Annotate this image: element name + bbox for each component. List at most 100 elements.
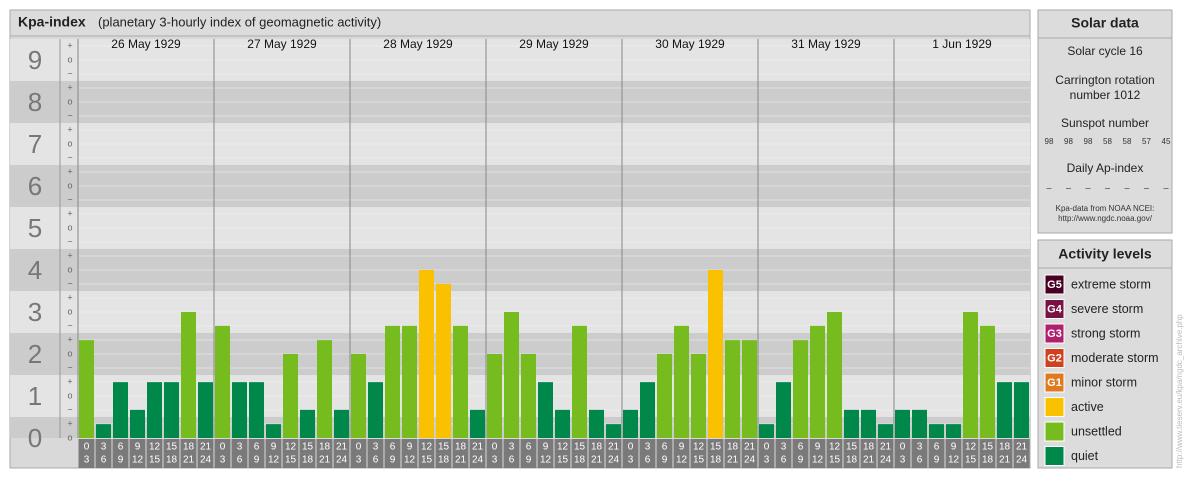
x-tick-label: 9	[135, 442, 141, 453]
bar	[436, 283, 451, 438]
bar	[691, 354, 706, 438]
hour-cell	[758, 439, 775, 468]
bar	[623, 409, 638, 438]
y-subtick-label: +	[67, 40, 72, 50]
bar	[181, 312, 196, 438]
x-tick-label: 9	[407, 442, 413, 453]
hour-cell	[877, 439, 894, 468]
bar	[232, 382, 247, 438]
source: Kpa-data from NOAA NCEI:	[1056, 204, 1155, 213]
legend-code: G2	[1047, 352, 1062, 364]
hour-cell	[418, 439, 435, 468]
x-tick-label: 3	[356, 455, 362, 466]
x-tick-label: 15	[421, 455, 433, 466]
hour-cell	[945, 439, 962, 468]
chart-subtitle: (planetary 3-hourly index of geomagnetic…	[98, 14, 381, 29]
hour-cell	[197, 439, 214, 468]
x-tick-label: 3	[84, 455, 90, 466]
x-tick-label: 21	[455, 455, 467, 466]
hour-cell	[962, 439, 979, 468]
x-tick-label: 12	[132, 455, 144, 466]
bar	[283, 354, 298, 438]
x-tick-label: 0	[220, 442, 226, 453]
y-subtick-label: o	[67, 180, 72, 190]
hour-cell	[741, 439, 758, 468]
x-tick-label: 6	[254, 442, 260, 453]
x-tick-label: 3	[237, 442, 243, 453]
legend-code: G5	[1047, 279, 1062, 291]
legend-label: quiet	[1071, 449, 1099, 463]
hour-cell	[860, 439, 877, 468]
y-subtick-label: −	[67, 362, 72, 372]
x-tick-label: 3	[628, 455, 634, 466]
bar	[504, 312, 519, 438]
y-tick-label: 0	[28, 423, 42, 453]
x-tick-label: 0	[628, 442, 634, 453]
y-subtick-label: +	[67, 376, 72, 386]
bar	[521, 354, 536, 438]
x-tick-label: 9	[526, 455, 532, 466]
x-tick-label: 12	[965, 442, 977, 453]
x-tick-label: 6	[373, 455, 379, 466]
y-subtick-label: o	[67, 306, 72, 316]
bar	[776, 382, 791, 438]
hour-cell	[282, 439, 299, 468]
x-tick-label: 6	[390, 442, 396, 453]
x-tick-label: 21	[183, 455, 195, 466]
bar	[402, 325, 417, 438]
bar	[589, 409, 604, 438]
y-subtick-label: o	[67, 264, 72, 274]
y-subtick-label: o	[67, 96, 72, 106]
ap-value: –	[1046, 182, 1051, 192]
hour-cell	[520, 439, 537, 468]
hour-cell	[316, 439, 333, 468]
ap-label: Daily Ap-index	[1067, 161, 1144, 175]
sunspot-value: 58	[1123, 137, 1132, 146]
hour-cell	[486, 439, 503, 468]
hour-cell	[605, 439, 622, 468]
date-label: 1 Jun 1929	[932, 37, 992, 51]
y-subtick-label: +	[67, 334, 72, 344]
x-tick-label: 12	[948, 455, 960, 466]
x-tick-label: 6	[781, 455, 787, 466]
y-tick-label: 2	[28, 339, 42, 369]
ap-value: –	[1144, 182, 1149, 192]
x-tick-label: 9	[798, 455, 804, 466]
x-tick-label: 3	[900, 455, 906, 466]
bar	[725, 340, 740, 438]
hour-cell	[129, 439, 146, 468]
x-tick-label: 15	[965, 455, 977, 466]
y-tick-label: 1	[28, 381, 42, 411]
x-tick-label: 9	[118, 455, 124, 466]
bar	[759, 424, 774, 438]
bar	[963, 312, 978, 438]
x-tick-label: 15	[693, 455, 705, 466]
hour-cell	[826, 439, 843, 468]
x-tick-label: 15	[438, 442, 450, 453]
x-tick-label: 3	[492, 455, 498, 466]
ap-value: –	[1163, 182, 1168, 192]
x-tick-label: 18	[166, 455, 178, 466]
x-tick-label: 9	[254, 455, 260, 466]
hour-cell	[656, 439, 673, 468]
x-tick-label: 0	[764, 442, 770, 453]
x-tick-label: 12	[829, 442, 841, 453]
x-tick-label: 21	[608, 442, 620, 453]
x-tick-label: 24	[336, 455, 348, 466]
hour-cell	[979, 439, 996, 468]
y-subtick-label: +	[67, 292, 72, 302]
sunspot-label: Sunspot number	[1061, 116, 1149, 130]
x-tick-label: 15	[149, 455, 161, 466]
y-tick-label: 5	[28, 213, 42, 243]
bar	[657, 354, 672, 438]
hour-cell	[333, 439, 350, 468]
bar	[912, 409, 927, 438]
y-subtick-label: −	[67, 194, 72, 204]
x-tick-label: 9	[815, 442, 821, 453]
x-tick-label: 3	[917, 442, 923, 453]
hour-cell	[469, 439, 486, 468]
hour-cell	[503, 439, 520, 468]
x-tick-label: 12	[693, 442, 705, 453]
x-tick-label: 12	[404, 455, 416, 466]
sunspot-value: 58	[1103, 137, 1112, 146]
